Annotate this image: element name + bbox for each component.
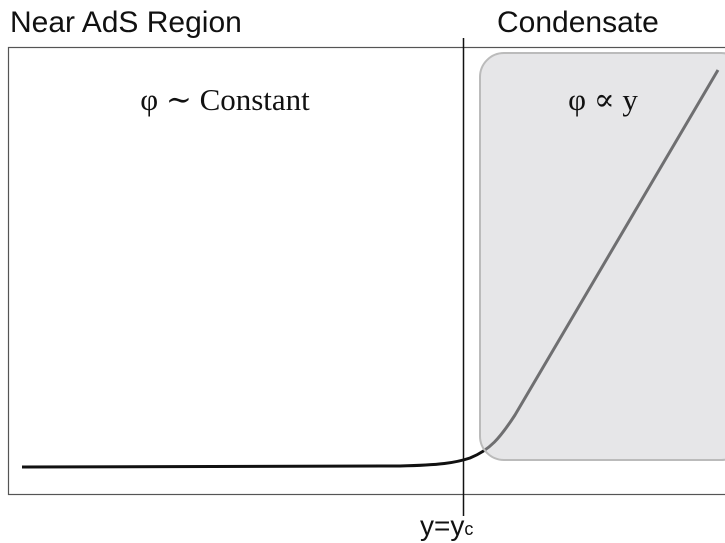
left-region-title: Near AdS Region [10, 6, 242, 39]
boundary-label-main: y=y [420, 510, 464, 541]
left-formula: φ ∼ Constant [140, 82, 310, 117]
boundary-label-subscript: c [464, 519, 473, 539]
condensate-region [479, 52, 725, 461]
right-region-title: Condensate [497, 6, 659, 39]
right-formula: φ ∝ y [568, 82, 638, 117]
boundary-label: y=yc [420, 510, 473, 541]
plot-frame [7, 46, 725, 496]
